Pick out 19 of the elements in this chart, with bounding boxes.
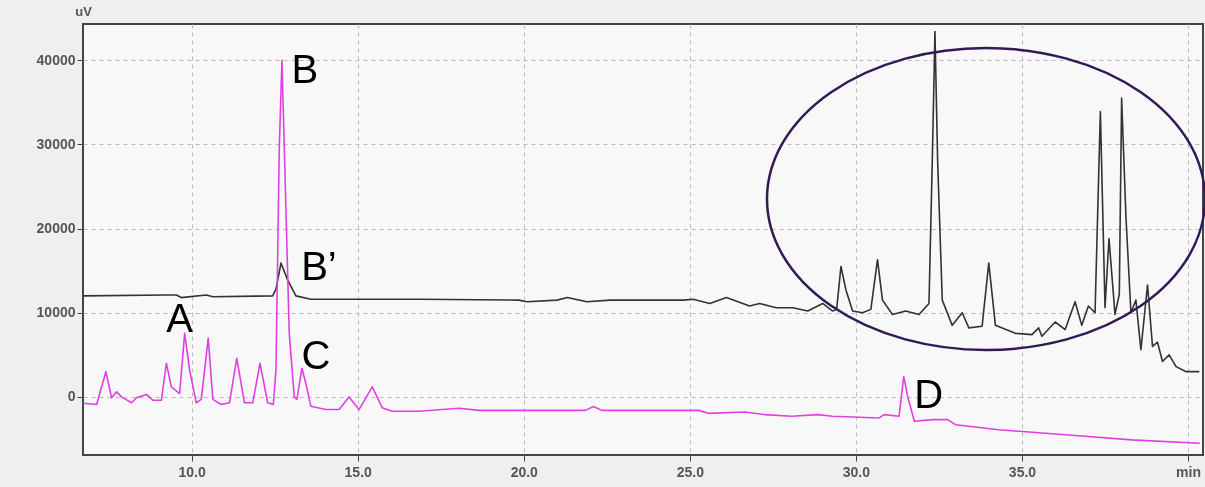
annotation: D [914,371,944,416]
y-tick-label: 20000 [36,220,76,237]
y-tick-label: 0 [67,388,76,405]
annotation: A [166,296,194,341]
line-series [83,30,1201,373]
x-tick-label: 25.0 [676,463,705,480]
annotation: C [301,333,331,378]
y-tick-label: 10000 [36,304,76,321]
x-tick-label: 10.0 [178,463,206,480]
y-axis-title: uV [75,3,93,19]
annotation: B’ [301,244,337,289]
x-tick-label: 15.0 [344,463,373,480]
annotation: B [291,47,319,92]
y-tick-label: 30000 [36,135,76,152]
x-tick-label: 30.0 [842,463,871,480]
x-tick-label: 35.0 [1008,463,1037,480]
x-tick-label: min [1176,463,1201,480]
x-tick-label: 20.0 [510,463,539,480]
y-tick-label: 40000 [36,51,76,68]
